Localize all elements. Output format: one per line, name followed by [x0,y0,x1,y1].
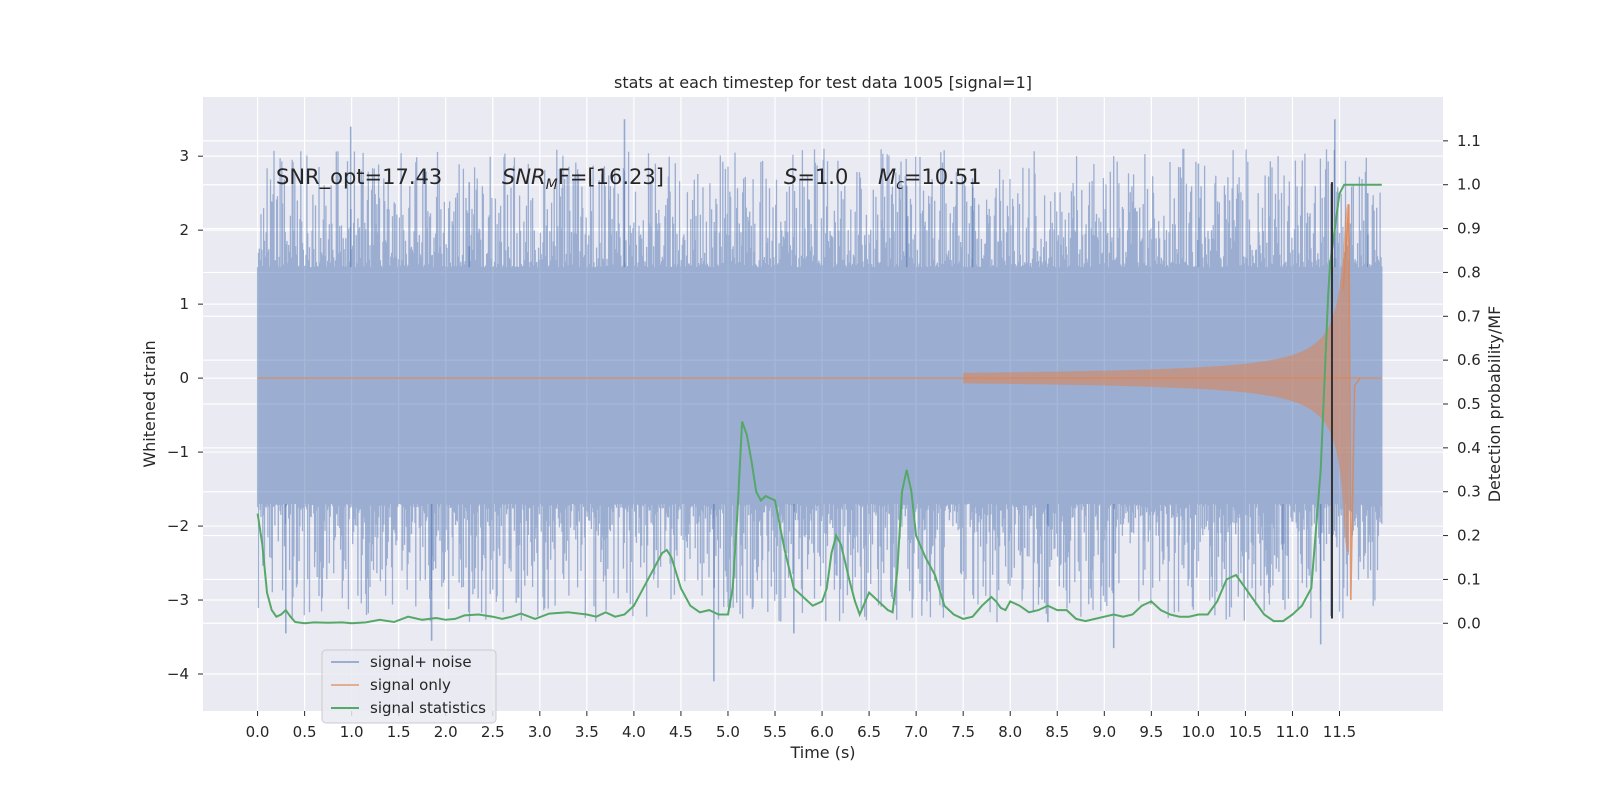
x-tick-label: 7.5 [951,723,975,741]
legend-box [321,649,497,724]
x-tick-label: 1.5 [387,723,411,741]
x-tick-label: 7.0 [904,723,928,741]
x-tick-label: 10.5 [1229,723,1262,741]
x-axis-label: Time (s) [789,743,855,762]
annotation-mc-value: =10.51 [904,165,982,189]
x-tick-label: 3.5 [575,723,599,741]
y-tick-label-right: 0.0 [1457,614,1481,632]
y-axis-label: Whitened strain [140,340,159,467]
y-tick-labels-left: −4 −3 −2 −1 0 1 2 3 [167,147,203,683]
x-tick-label: 8.5 [1045,723,1069,741]
x-tick-label: 0.0 [246,723,270,741]
x-tick-label: 9.5 [1139,723,1163,741]
x-tick-labels: 0.0 0.5 1.0 1.5 2.0 2.5 3.0 3.5 4.0 4.5 5.0 5.5 6.0 6… [246,711,1356,741]
y-tick-label-right: 0.2 [1457,527,1481,545]
y-tick-label-right: 0.1 [1457,570,1481,588]
series-signal-statistics [256,183,1382,625]
annotation-mc-sub: c [896,177,904,193]
y-tick-label-left: 2 [179,221,189,239]
chart-title: stats at each timestep for test data 100… [614,73,1032,92]
y-tick-label-left: −1 [167,443,189,461]
legend-label-signal-statistics: signal statistics [370,699,486,717]
series-signal-noise [256,119,1383,682]
x-tick-label: 3.0 [528,723,552,741]
legend-label-signal-noise: signal+ noise [370,653,472,671]
y-tick-labels-right: 0.0 0.1 0.2 0.3 0.4 0.5 0.6 0.7 0.8 0.9 1.0 1.1 [1443,132,1481,632]
y-tick-label-left: 0 [179,369,189,387]
annotation-snr-mf-name: SNR [502,165,546,189]
y-tick-label-left: 3 [179,147,189,165]
x-tick-label: 4.0 [622,723,646,741]
y-tick-label-right: 0.6 [1457,351,1481,369]
x-tick-label: 10.0 [1182,723,1215,741]
legend: signal+ noise signal only signal statist… [321,649,497,724]
x-tick-label: 5.5 [763,723,787,741]
x-tick-label: 5.0 [716,723,740,741]
signal-statistics-line [256,183,1382,625]
x-tick-label: 0.5 [293,723,317,741]
signal-only-merger [1342,204,1361,601]
y-tick-label-left: −4 [167,665,189,683]
y-tick-label-right: 0.3 [1457,483,1481,501]
x-tick-label: 2.5 [481,723,505,741]
x-tick-label: 11.0 [1276,723,1309,741]
y-tick-label-right: 1.0 [1457,176,1481,194]
y-tick-label-right: 0.4 [1457,439,1481,457]
annotation-snr-mf: SNRMF=[16.23] [502,165,664,193]
y-tick-label-right: 0.5 [1457,395,1481,413]
x-tick-label: 6.0 [810,723,834,741]
x-tick-label: 4.5 [669,723,693,741]
annotation-snr-mf-rest: F=[16.23] [558,165,664,189]
y-tick-label-left: 1 [179,295,189,313]
y-tick-label-right: 0.9 [1457,220,1481,238]
annotation-mc: Mc=10.51 [878,165,982,193]
annotation-s-name: S [784,165,797,189]
y-tick-label-right: 1.1 [1457,132,1481,150]
series-signal-only [257,204,1382,601]
x-tick-label: 11.5 [1323,723,1356,741]
legend-label-signal-only: signal only [370,676,451,694]
x-tick-label: 6.5 [857,723,881,741]
y-tick-label-right: 0.8 [1457,263,1481,281]
annotation-s-value: =1.0 [797,165,848,189]
y-tick-label-left: −2 [167,517,189,535]
y-axis-label-right: Detection probability/MF [1485,306,1504,503]
annotation-snr-mf-sub: M [546,177,558,193]
x-tick-label: 8.0 [998,723,1022,741]
x-tick-label: 9.0 [1092,723,1116,741]
annotation-snr-opt: SNR_opt=17.43 [276,165,442,190]
x-tick-label: 1.0 [340,723,364,741]
y-tick-label-left: −3 [167,591,189,609]
x-tick-label: 2.0 [434,723,458,741]
annotation-mc-name: M [878,165,896,189]
annotation-s: S=1.0 [784,165,848,189]
y-tick-label-right: 0.7 [1457,307,1481,325]
